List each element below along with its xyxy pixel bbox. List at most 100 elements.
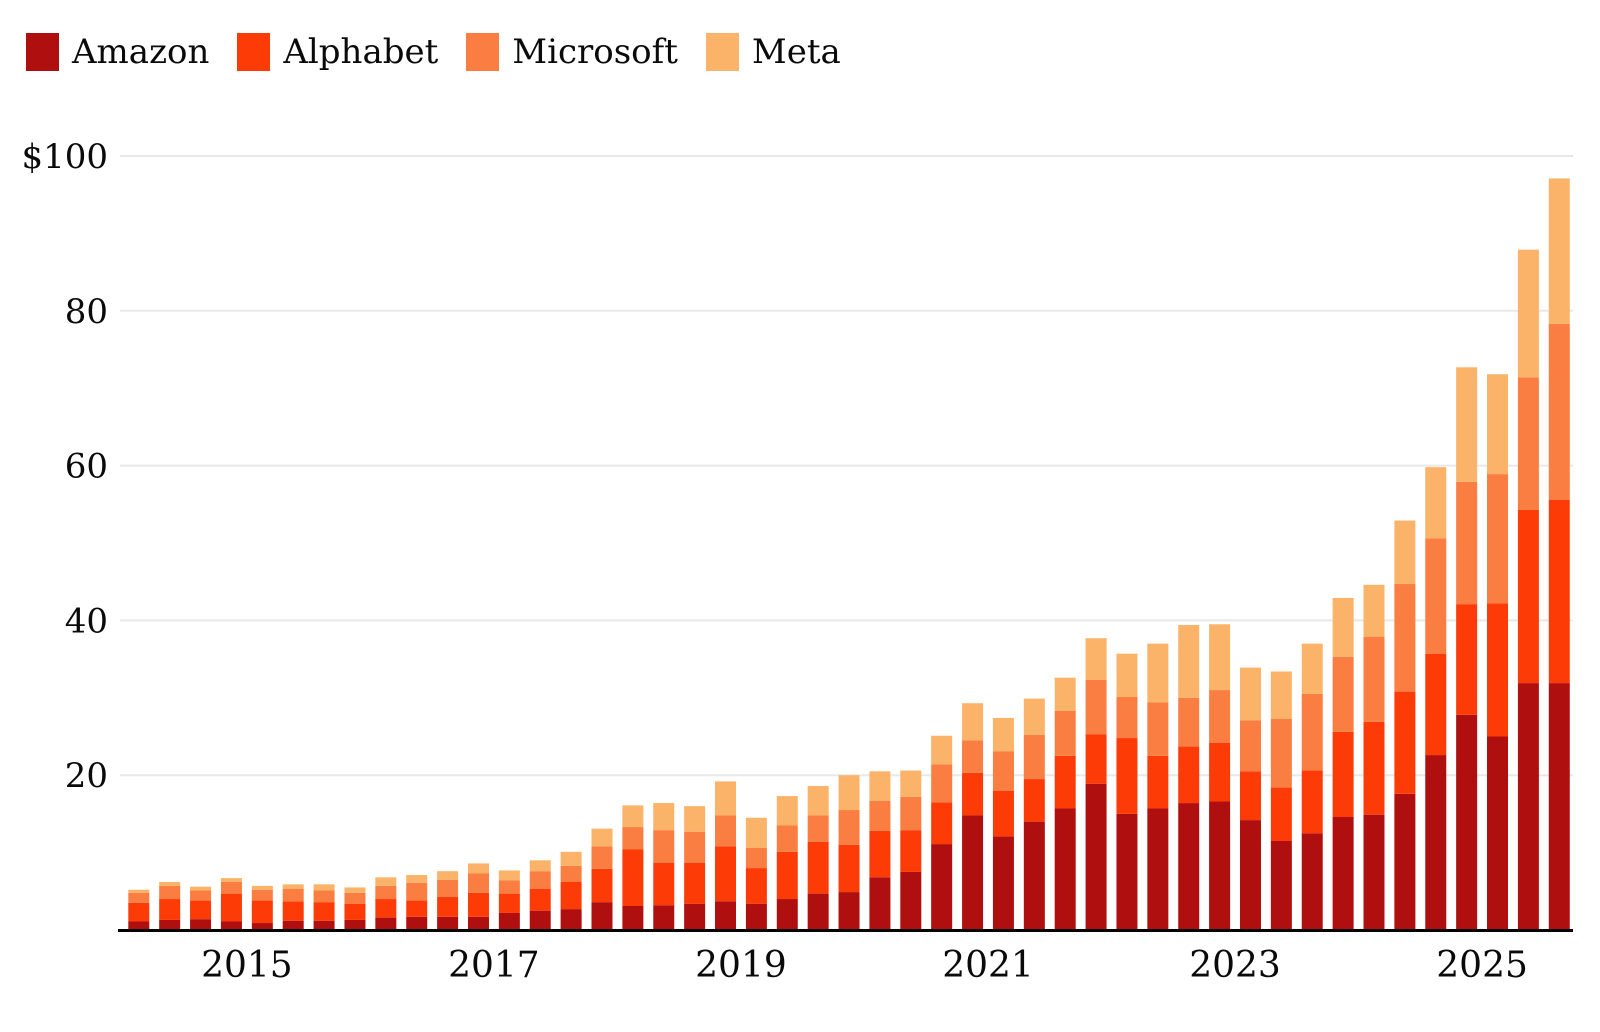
bar-segment <box>684 806 706 832</box>
bar-segment <box>128 892 150 903</box>
bar-segment <box>1363 814 1385 930</box>
bar-segment <box>869 830 891 878</box>
bar-segment <box>715 781 737 816</box>
bar-segment <box>992 717 1014 752</box>
bar-segment <box>622 827 644 850</box>
bar-segment <box>1178 625 1200 698</box>
bar-segment <box>622 906 644 930</box>
bar-segment <box>560 909 582 930</box>
bar-segment <box>1270 787 1292 841</box>
bar-segment <box>1394 584 1416 692</box>
bar-segment <box>1085 734 1107 784</box>
bar-segment <box>560 865 582 883</box>
bar-segment <box>931 764 953 803</box>
bar-segment <box>313 920 335 930</box>
bar-segment <box>159 919 181 930</box>
bar-segment <box>128 889 150 893</box>
bar-segment <box>344 887 366 893</box>
bar-segment <box>251 923 273 930</box>
legend-swatch-meta <box>705 33 739 71</box>
bar-segment <box>529 860 551 872</box>
bar-segment <box>1548 323 1570 500</box>
bar-segment <box>653 830 675 863</box>
x-axis-tick-label: 2023 <box>1189 945 1281 986</box>
bar-segment <box>375 885 397 900</box>
bar-segment <box>1116 738 1138 814</box>
legend-label-amazon: Amazon <box>72 32 210 72</box>
bar-segment <box>498 870 520 881</box>
bar-segment <box>807 893 829 930</box>
bar-segment <box>406 900 428 917</box>
bar-segment <box>1425 538 1447 654</box>
bar-segment <box>1456 714 1478 930</box>
bar-segment <box>992 790 1014 837</box>
bar-segment <box>1301 693 1323 771</box>
bar-segment <box>344 903 366 920</box>
bar-segment <box>931 802 953 845</box>
bar-segment <box>591 902 613 930</box>
legend-item-meta: Meta <box>705 32 841 72</box>
bar-segment <box>467 916 489 930</box>
bar-segment <box>1394 520 1416 585</box>
bar-segment <box>1054 710 1076 756</box>
bar-segment <box>406 882 428 901</box>
y-axis-tick-label: 40 <box>65 601 108 641</box>
bar-segment <box>282 884 304 889</box>
bar-segment <box>992 751 1014 791</box>
bar-segment <box>1456 367 1478 482</box>
bar-segment <box>128 902 150 922</box>
bar-segment <box>776 796 798 826</box>
bar-segment <box>776 825 798 852</box>
bar-segment <box>1517 683 1539 930</box>
bar-segment <box>1209 801 1231 930</box>
bar-segment <box>591 846 613 869</box>
bar-segment <box>962 772 984 816</box>
bar-segment <box>1517 509 1539 684</box>
bar-segment <box>776 899 798 930</box>
bar-segment <box>1023 698 1045 735</box>
bar-segment <box>931 735 953 765</box>
bar-segment <box>1085 679 1107 735</box>
legend-label-alphabet: Alphabet <box>283 32 439 72</box>
bar-segment <box>1487 603 1509 737</box>
legend-item-microsoft: Microsoft <box>466 33 678 71</box>
bar-segment <box>251 900 273 924</box>
bar-segment <box>745 868 767 904</box>
bar-segment <box>807 841 829 894</box>
bar-segment <box>1178 803 1200 930</box>
bar-segment <box>190 919 212 930</box>
bar-segment <box>313 884 335 891</box>
bar-segment <box>684 831 706 863</box>
bar-segment <box>1116 653 1138 698</box>
bar-segment <box>467 873 489 893</box>
bar-segment <box>1085 783 1107 930</box>
bar-segment <box>1085 638 1107 680</box>
bar-segment <box>992 836 1014 930</box>
bar-segment <box>529 871 551 889</box>
bar-segment <box>529 888 551 911</box>
bar-segment <box>962 815 984 930</box>
legend-label-meta: Meta <box>751 32 841 72</box>
bar-segment <box>1147 643 1169 703</box>
bar-segment <box>406 875 428 883</box>
bar-segment <box>1301 643 1323 694</box>
bar-segment <box>653 862 675 906</box>
bar-segment <box>1270 671 1292 719</box>
bar-segment <box>1487 736 1509 930</box>
bar-segment <box>962 703 984 741</box>
bar-segment <box>931 844 953 930</box>
bar-segment <box>1394 793 1416 930</box>
bar-segment <box>529 910 551 930</box>
bar-segment <box>560 882 582 910</box>
x-axis-tick-label: 2025 <box>1436 945 1528 986</box>
bar-segment <box>375 877 397 886</box>
bar-segment <box>498 912 520 930</box>
bar-segment <box>1178 746 1200 804</box>
bar-segment <box>1301 770 1323 834</box>
bar-segment <box>282 901 304 921</box>
bar-segment <box>375 899 397 918</box>
bar-segment <box>653 803 675 831</box>
bar-segment <box>1023 734 1045 780</box>
bar-segment <box>220 882 242 894</box>
